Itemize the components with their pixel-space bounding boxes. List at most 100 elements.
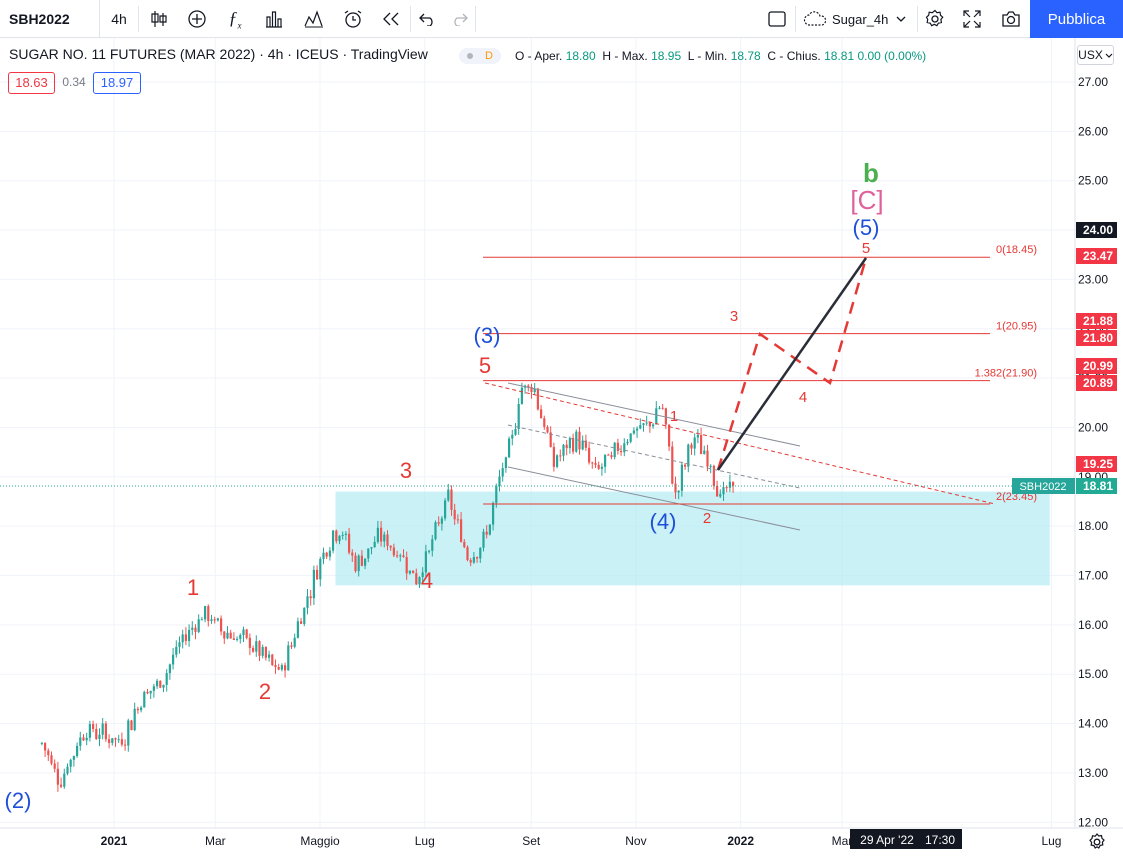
candle-body [581, 440, 584, 450]
plus-circle-icon [188, 10, 206, 28]
price-tag-label: 23.47 [1083, 249, 1113, 263]
candle-body [95, 728, 98, 739]
candle-body [114, 738, 117, 740]
candle-body [219, 618, 223, 632]
data-status-badge[interactable]: D [459, 48, 501, 64]
indicator-templates-button[interactable] [294, 0, 334, 38]
candle-body [639, 425, 642, 429]
subwave-label-4: 4 [799, 389, 807, 406]
time-tick-label: 2021 [101, 834, 128, 848]
candle-body [66, 766, 69, 774]
price-tick-label: 23.00 [1078, 272, 1108, 286]
scale-settings-button[interactable] [1082, 830, 1112, 854]
candle-body [306, 596, 309, 608]
price-tag [1076, 248, 1117, 264]
replay-button[interactable] [372, 0, 410, 38]
candle-body [341, 534, 344, 536]
price-tick-label: 18.00 [1078, 519, 1108, 533]
candle-body [210, 619, 213, 621]
candle-body [223, 631, 226, 639]
candle-body [591, 462, 594, 464]
black-projection-line[interactable] [716, 257, 868, 471]
candle-body [549, 432, 552, 448]
candle-body [130, 720, 133, 731]
settings-button[interactable] [919, 0, 951, 38]
price-tag [1076, 456, 1117, 472]
candle-body [485, 531, 488, 535]
price-scale[interactable]: 27.0026.0025.0024.0023.0022.0021.0020.00… [1078, 75, 1108, 829]
crosshair-time: 17:30 [925, 833, 955, 847]
price-tag [1076, 358, 1117, 374]
candle-body [239, 635, 242, 639]
low-value: 18.78 [730, 49, 761, 63]
low-label: L - Min. [687, 49, 728, 63]
red-dashed-trendline[interactable] [484, 382, 996, 505]
indicators-button[interactable]: ƒx [216, 0, 254, 38]
candle-body [207, 606, 210, 621]
candle-body [706, 450, 709, 467]
symbol-search-button[interactable]: SBH2022 [0, 0, 100, 38]
candle-body [597, 464, 600, 469]
candle-body [299, 621, 303, 624]
toolbar-divider [410, 6, 411, 32]
time-tick-label: Mar [832, 834, 853, 848]
time-tick-label: Set [522, 834, 541, 848]
spread-value: 0.34 [62, 75, 86, 89]
candle-body [421, 572, 424, 578]
wave-label-3: 3 [400, 458, 412, 483]
candle-body [75, 745, 79, 757]
subwave-label-2: 2 [703, 510, 711, 527]
candle-body [351, 552, 354, 556]
candle-body [98, 734, 101, 739]
interval-button[interactable]: 4h [111, 11, 127, 27]
candle-body [402, 555, 405, 558]
crosshair-date: 29 Apr '22 [860, 833, 914, 847]
redo-button[interactable] [444, 0, 474, 38]
chart-style-button[interactable] [140, 0, 178, 38]
price-tag [1076, 375, 1117, 391]
candle-body [623, 443, 626, 453]
ask-price-button[interactable]: 18.97 [93, 72, 141, 94]
price-tick-label: 13.00 [1078, 766, 1108, 780]
undo-button[interactable] [412, 0, 444, 38]
candle-body [322, 552, 325, 559]
support-zone-rect[interactable] [335, 491, 1050, 586]
price-tag-label: 19.25 [1083, 457, 1113, 471]
wave-labels: (2) 1 2 3 4 5 (3) (4) (5) [C] b 1 2 3 4 … [5, 158, 884, 813]
candle-body [693, 437, 696, 449]
candle-body [664, 408, 667, 425]
currency-select[interactable]: USX [1077, 45, 1114, 65]
time-scale[interactable]: 2021 Mar Maggio Lug Set Nov 2022 Mar Lug [101, 834, 1062, 848]
candle-body [431, 539, 434, 551]
candle-body [642, 423, 645, 426]
candle-body [392, 547, 395, 556]
candle-body [712, 465, 715, 486]
bid-price-button[interactable]: 18.63 [8, 72, 55, 94]
undo-icon [419, 13, 433, 26]
price-tick-label: 12.00 [1078, 815, 1108, 829]
candle-body [645, 422, 648, 424]
compare-button[interactable] [178, 0, 216, 38]
time-tick-label: Lug [415, 834, 435, 848]
candle-body [85, 737, 88, 741]
candle-body [616, 442, 619, 451]
time-tick-label: Lug [1041, 834, 1061, 848]
layout-menu-button[interactable]: Sugar_4h [797, 0, 917, 38]
candle-body [127, 720, 130, 746]
channel-lower-line[interactable] [507, 466, 801, 531]
snapshot-button[interactable] [994, 0, 1028, 38]
candle-body [514, 428, 517, 435]
fullscreen-button[interactable] [956, 0, 988, 38]
candle-body [283, 665, 287, 671]
candle-body [696, 435, 699, 438]
fullscreen-toggle-button[interactable] [760, 0, 794, 38]
alert-button[interactable] [334, 0, 372, 38]
camera-icon [1002, 11, 1020, 27]
candle-body [568, 437, 571, 449]
templates-button[interactable] [254, 0, 294, 38]
channel-median-line[interactable] [507, 424, 801, 489]
candle-body [613, 442, 616, 458]
publish-button[interactable]: Pubblica [1030, 0, 1123, 38]
channel-upper-line[interactable] [507, 382, 801, 447]
